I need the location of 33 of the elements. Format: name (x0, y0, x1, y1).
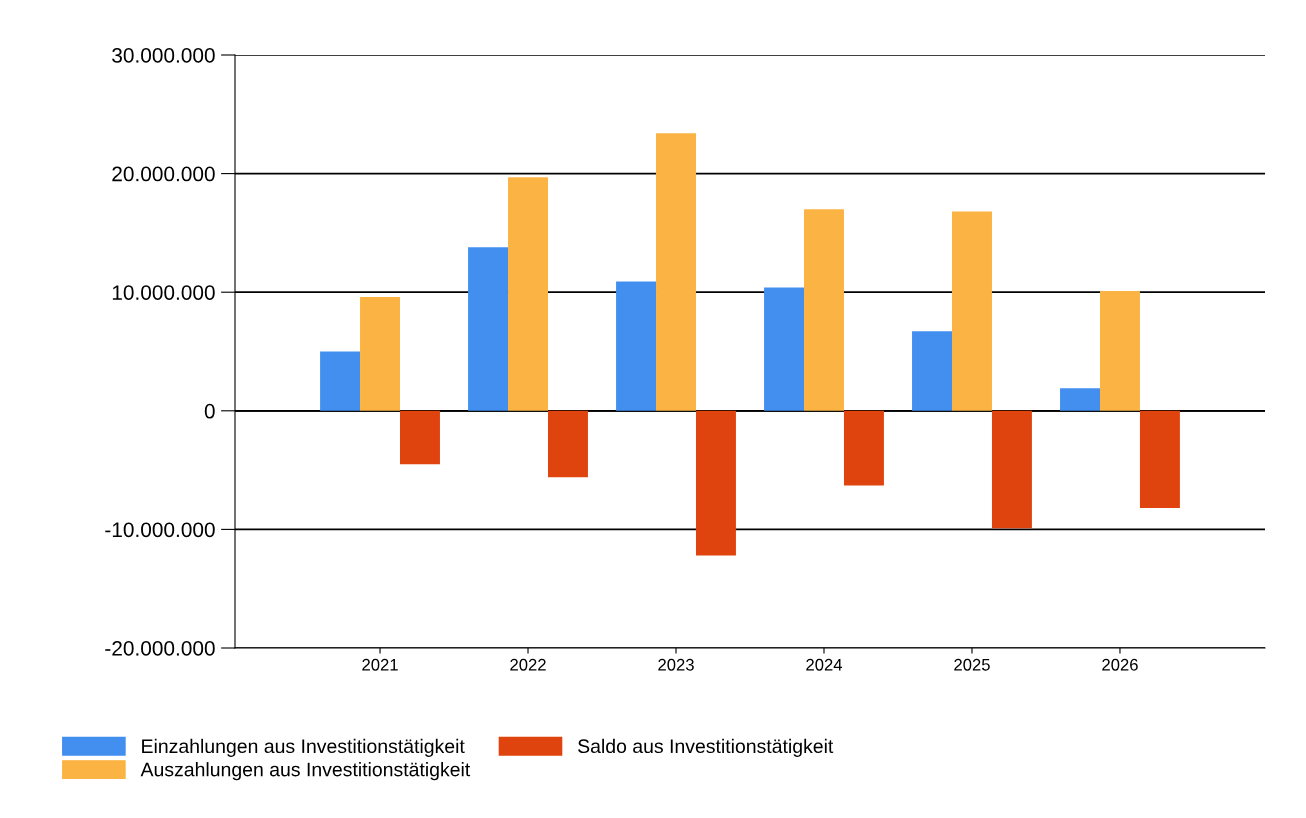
y-tick-label: 10.000.000 (112, 285, 215, 300)
legend-label: Auszahlungen aus Investitionstätigkeit (140, 762, 471, 781)
bar (468, 247, 509, 411)
x-tick-label: 2026 (1102, 658, 1138, 671)
x-tick-label: 2025 (954, 658, 990, 671)
x-tick-label: 2021 (362, 658, 398, 671)
bar (1060, 388, 1100, 411)
bar (695, 410, 736, 556)
legend-label: Einzahlungen aus Investitionstätigkeit (142, 738, 465, 757)
bar (508, 177, 548, 411)
bar (991, 410, 1032, 529)
bar (912, 331, 952, 411)
y-tick-label: 20.000.000 (112, 166, 215, 182)
bar (1099, 291, 1140, 411)
bar (320, 351, 361, 411)
x-tick-label: 2024 (806, 658, 843, 671)
y-tick-label: 0 (204, 403, 215, 419)
bar (1139, 410, 1180, 509)
bar (360, 296, 401, 411)
legend-label: Saldo aus Investitionstätigkeit (578, 738, 834, 757)
bar (804, 209, 844, 411)
bar (843, 410, 884, 486)
bar (548, 410, 588, 478)
bar (616, 281, 657, 411)
bar (952, 211, 992, 411)
y-tick-label: -20.000.000 (105, 641, 215, 656)
y-tick-label: -10.000.000 (105, 522, 215, 538)
x-tick-label: 2022 (510, 658, 546, 671)
bar (764, 287, 805, 411)
bar (656, 133, 696, 411)
x-tick-label: 2023 (658, 658, 694, 671)
bar (400, 410, 440, 465)
y-tick-label: 30.000.000 (112, 48, 215, 63)
